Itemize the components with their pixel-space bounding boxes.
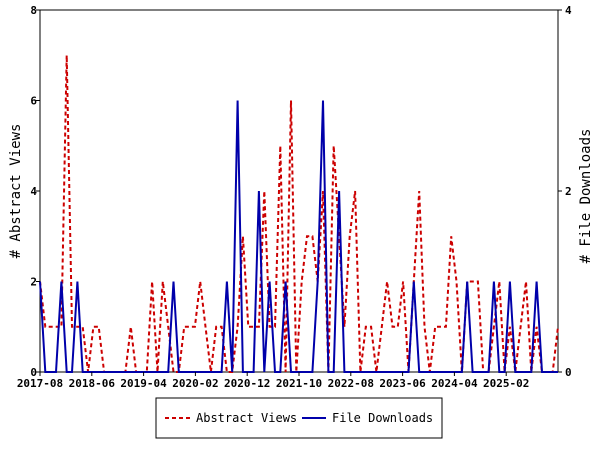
y2-tick-label: 0 — [565, 366, 572, 379]
legend-label-abstract-views: Abstract Views — [196, 411, 297, 425]
y-tick-label: 2 — [30, 276, 37, 289]
x-tick-label: 2023-06 — [379, 377, 426, 390]
x-tick-label: 2021-10 — [276, 377, 322, 390]
x-tick-label: 2019-04 — [120, 377, 167, 390]
y2-axis-title: # File Downloads — [578, 129, 594, 264]
x-tick-label: 2024-04 — [431, 377, 478, 390]
legend-label-file-downloads: File Downloads — [332, 411, 433, 425]
y-tick-label: 8 — [30, 4, 37, 17]
y-tick-label: 4 — [30, 185, 37, 198]
series-line-abstract-views — [39, 55, 559, 373]
x-tick-label: 2020-12 — [224, 377, 270, 390]
y-axis-title: # Abstract Views — [8, 124, 24, 259]
x-tick-label: 2020-02 — [172, 377, 218, 390]
y2-tick-label: 2 — [565, 185, 572, 198]
y-tick-label: 0 — [30, 366, 37, 379]
x-tick-label: 2025-02 — [483, 377, 529, 390]
legend-box — [155, 397, 443, 439]
y-tick-label: 6 — [30, 95, 37, 108]
y2-tick-label: 4 — [565, 4, 572, 17]
legend: Abstract Views File Downloads — [155, 397, 443, 439]
x-tick-label: 2017-08 — [17, 377, 63, 390]
ticks-layer: 0 2 4 6 8 0 2 4 2017-08 2018-06 2019-04 2020-02 2020… — [17, 4, 572, 390]
x-tick-label: 2018-06 — [69, 377, 116, 390]
x-tick-label: 2022-08 — [328, 377, 374, 390]
